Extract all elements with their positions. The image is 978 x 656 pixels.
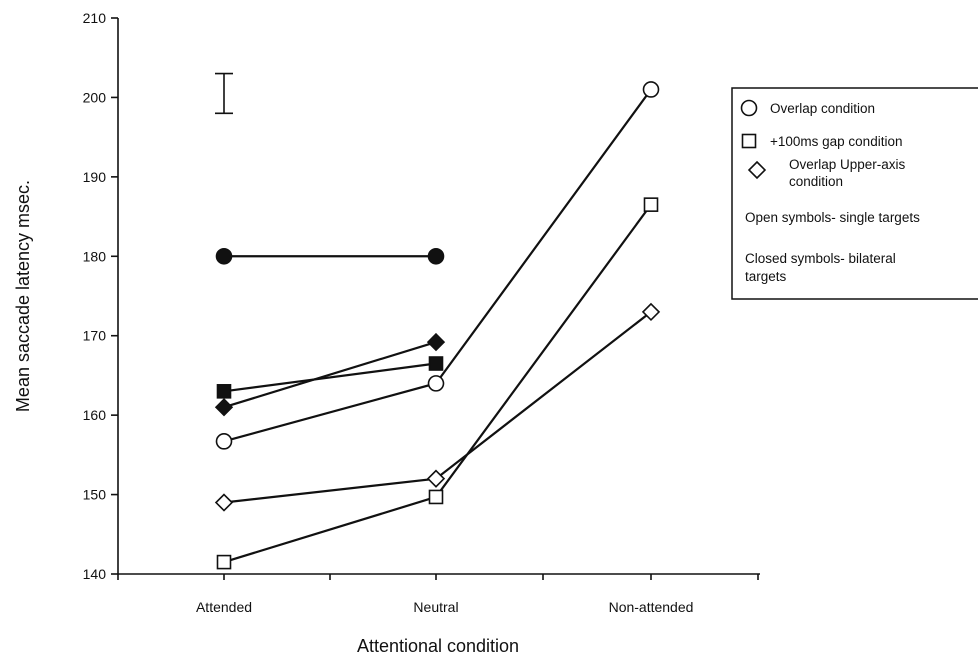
- data-point-square: [428, 489, 444, 505]
- data-point-diamond: [214, 493, 234, 512]
- legend-note: Closed symbols- bilateral: [745, 251, 896, 266]
- x-tick-label: Non-attended: [609, 599, 694, 615]
- y-tick-label: 200: [83, 89, 107, 105]
- x-tick-label: Attended: [196, 599, 252, 615]
- y-ticks: 140 150 160 170 180 190 200 210: [83, 10, 118, 582]
- series-open-square: [216, 197, 659, 570]
- data-point-diamond: [641, 302, 661, 322]
- series-line: [223, 362, 437, 393]
- data-point-square: [216, 384, 232, 399]
- legend-marker-circle: [740, 99, 758, 117]
- y-tick-label: 210: [83, 10, 107, 26]
- y-tick-label: 170: [83, 328, 107, 344]
- legend-label: condition: [789, 174, 843, 189]
- x-axis-title: Attentional condition: [357, 636, 519, 656]
- data-point-circle: [215, 247, 233, 265]
- y-tick-label: 140: [83, 566, 107, 582]
- y-tick-label: 190: [83, 169, 107, 185]
- series-closed-diamond: [214, 332, 446, 417]
- series-closed-circle: [215, 247, 445, 265]
- y-axis-title: Mean saccade latency msec.: [13, 180, 33, 412]
- data-point-diamond: [214, 398, 234, 417]
- data-point-diamond: [426, 332, 446, 352]
- x-axis: Attended Neutral Non-attended: [117, 573, 760, 615]
- data-point-square: [216, 554, 232, 570]
- legend-box: [731, 87, 978, 300]
- x-tick-label: Neutral: [413, 599, 458, 615]
- data-point-diamond: [426, 469, 446, 488]
- series-open-circle: [215, 81, 660, 450]
- data-point-circle: [427, 375, 445, 392]
- y-axis: 140 150 160 170 180 190 200 210: [83, 10, 119, 582]
- legend-marker-square: [741, 133, 757, 149]
- error-bar: [215, 72, 233, 115]
- y-tick-label: 160: [83, 407, 107, 423]
- legend-label: +100ms gap condition: [770, 134, 902, 149]
- series-closed-square: [216, 356, 444, 399]
- data-point-circle: [427, 247, 445, 265]
- data-point-square: [428, 356, 444, 371]
- legend: Overlap condition +100ms gap condition Ove…: [731, 87, 978, 300]
- y-tick-label: 180: [83, 248, 107, 264]
- legend-note: targets: [745, 269, 787, 284]
- legend-note: Open symbols- single targets: [745, 210, 920, 225]
- x-ticks: Attended Neutral Non-attended: [117, 574, 759, 615]
- data-point-square: [643, 197, 659, 212]
- y-tick-label: 150: [83, 487, 107, 503]
- legend-label: Overlap condition: [770, 101, 875, 116]
- legend-marker-diamond: [747, 160, 767, 180]
- series-layer: [214, 81, 661, 570]
- series-line: [223, 341, 437, 409]
- legend-label: Overlap Upper-axis: [789, 157, 906, 172]
- data-point-circle: [215, 433, 233, 450]
- series-open-diamond: [214, 302, 661, 512]
- data-point-circle: [642, 81, 660, 98]
